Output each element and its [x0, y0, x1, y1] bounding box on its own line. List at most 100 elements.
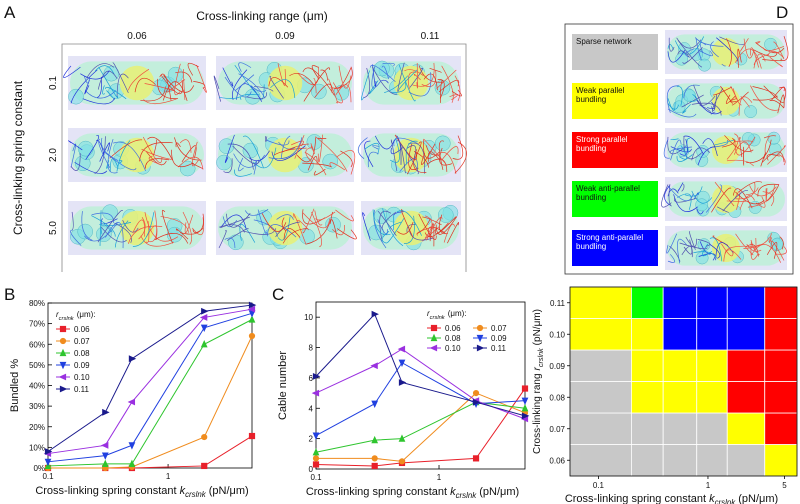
series-line [48, 435, 253, 469]
filament [253, 160, 257, 175]
legend-label: 0.09 [491, 334, 507, 343]
filament [335, 67, 352, 89]
marker [371, 455, 378, 462]
filament [667, 136, 686, 155]
filament [338, 65, 352, 89]
heatmap-cell [696, 286, 728, 319]
nucleus [119, 210, 155, 246]
marker [371, 400, 379, 409]
filament [763, 46, 785, 52]
filament [275, 221, 300, 238]
class-label: Weak anti-parallel bundling [576, 184, 640, 203]
simulation-snapshot [361, 201, 461, 255]
marker [101, 452, 109, 460]
filament [777, 94, 785, 114]
filament [320, 69, 328, 81]
heatmap-cell [726, 444, 766, 477]
filament [336, 228, 357, 240]
filament [224, 237, 236, 248]
legend-label: 0.11 [491, 344, 507, 353]
heatmap-cell [662, 381, 698, 414]
filament [218, 96, 241, 99]
filament [98, 66, 119, 99]
filament [677, 182, 684, 192]
filament [408, 72, 432, 97]
filament [314, 210, 323, 226]
organelle [698, 58, 711, 72]
filament [454, 75, 461, 102]
filament [683, 84, 700, 98]
filament [762, 191, 775, 207]
marker [311, 389, 320, 397]
filament [277, 63, 286, 86]
filament [681, 94, 704, 108]
y-axis-label: Bundled % [9, 359, 21, 412]
filament [731, 91, 749, 106]
marker [59, 337, 67, 345]
y-axis-label: Cable number [277, 351, 289, 420]
filament [761, 151, 785, 163]
filament [677, 238, 688, 264]
label-subscript: crslnk [715, 498, 737, 504]
filament [340, 150, 353, 168]
marker [128, 355, 137, 363]
filament [224, 134, 235, 163]
heatmap-cell [696, 381, 728, 414]
filament [753, 54, 769, 66]
filament [778, 86, 787, 102]
filament [737, 48, 742, 68]
filament [84, 76, 90, 84]
filament [424, 222, 449, 238]
filament [274, 147, 307, 156]
filament [297, 219, 309, 231]
marker [476, 324, 484, 332]
marker [200, 324, 208, 333]
simulation-snapshot [665, 30, 789, 74]
label-subscript: crslnk [59, 316, 75, 322]
label-text: Cross-linking spring constant [306, 486, 447, 498]
filament [118, 160, 123, 164]
y-tick-label: 8 [309, 344, 314, 353]
filament [716, 37, 738, 62]
organelle [683, 89, 697, 103]
simulation-snapshot [357, 128, 467, 182]
filament [315, 136, 348, 172]
filament [177, 156, 204, 170]
filament [439, 147, 453, 166]
filament [304, 151, 327, 176]
marker [398, 434, 406, 442]
filament [264, 136, 268, 143]
filament [715, 242, 734, 261]
heatmap-cell [569, 349, 632, 382]
y-tick-label: 60% [29, 340, 45, 349]
label-unit: (μm): [77, 310, 96, 319]
class-swatch [572, 132, 658, 168]
y-tick-label: 30% [29, 402, 45, 411]
series-line [316, 392, 526, 462]
filament [84, 90, 117, 99]
filament [697, 238, 711, 247]
filament [313, 168, 326, 176]
heatmap-cell [662, 318, 698, 351]
filament [268, 137, 303, 160]
filament [699, 241, 711, 255]
x-tick-label: 1 [706, 481, 711, 490]
filament [738, 96, 753, 116]
class-swatch [572, 230, 658, 266]
filament [100, 137, 119, 161]
filament [276, 214, 294, 220]
filament [106, 90, 116, 100]
heatmap-cell [764, 286, 798, 319]
filament [416, 226, 434, 236]
filament [735, 191, 765, 205]
filament [406, 224, 416, 233]
filament [82, 97, 116, 105]
organelle [438, 207, 454, 223]
class-label-box: Weak parallel bundling [576, 86, 624, 104]
filament [693, 251, 717, 259]
y-tick-label: 0.07 [549, 425, 565, 434]
marker [44, 448, 53, 455]
filament [94, 65, 115, 75]
filament [335, 84, 352, 103]
filament [154, 233, 189, 244]
